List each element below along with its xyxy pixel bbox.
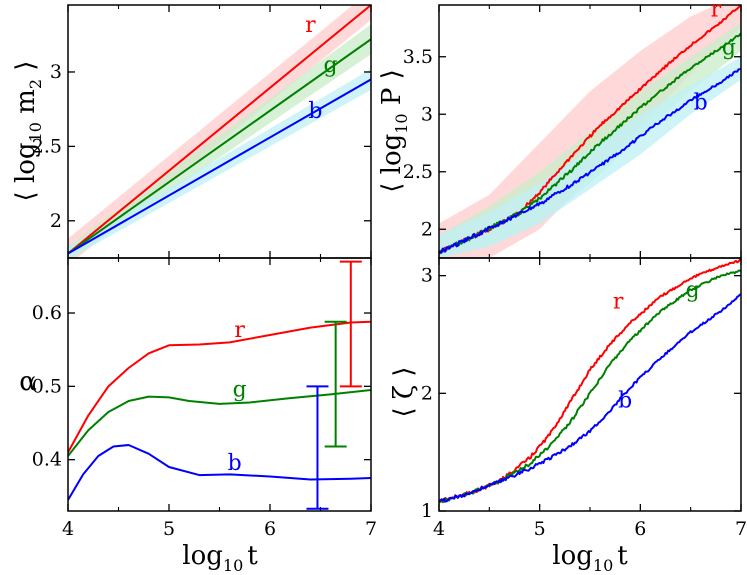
x-tick-label: 5 xyxy=(534,518,546,540)
error-bar-g xyxy=(324,320,347,448)
y-tick-label: 1 xyxy=(421,500,433,522)
series-line-b xyxy=(439,293,741,503)
y-tick-label: 3.5 xyxy=(403,46,433,68)
series-label-b: b xyxy=(618,388,632,413)
panel-top-right: 2 2.5 3 3.5 rg b ⟨ log10 P ⟩ xyxy=(377,0,742,259)
y-axis-label: ⟨ log10 P ⟩ xyxy=(377,69,411,193)
x-tick-label: 7 xyxy=(365,518,377,540)
confidence-band-b xyxy=(439,56,741,258)
y-tick-label: 3 xyxy=(421,103,433,125)
x-axis-label: log10 t xyxy=(182,541,258,575)
series-line-r xyxy=(68,320,371,453)
series-line-g xyxy=(439,269,741,504)
y-axis-label: ⟨ log10 m2 ⟩ xyxy=(11,61,45,202)
y-tick-label: 2.5 xyxy=(32,135,62,157)
series-line-b xyxy=(68,78,371,255)
x-tick-label: 4 xyxy=(62,518,74,540)
series-label-g: g xyxy=(722,35,736,60)
y-tick-label: 0.6 xyxy=(32,302,62,324)
y-tick-label: 2 xyxy=(421,218,433,240)
x-tick-label: 6 xyxy=(264,518,276,540)
series-label-r: r xyxy=(613,290,624,315)
y-tick-label: 2.5 xyxy=(403,161,433,183)
y-tick-label: 2 xyxy=(421,382,433,404)
confidence-band-b xyxy=(68,68,371,258)
y-tick-label: 3 xyxy=(50,61,62,83)
series-line-r xyxy=(439,258,741,503)
series-line-r xyxy=(68,5,371,255)
series-label-b: b xyxy=(308,99,322,124)
panel-top-left: 2 2.5 3 rgb ⟨ log10 m2 ⟩ xyxy=(11,4,372,259)
y-tick-label: 0.5 xyxy=(32,375,62,397)
x-tick-label: 4 xyxy=(433,518,445,540)
error-bar-b xyxy=(306,385,329,510)
y-tick-label: 2 xyxy=(50,210,62,232)
y-axis-label: α xyxy=(19,367,37,397)
series-label-r: r xyxy=(305,13,316,38)
x-tick-label: 7 xyxy=(735,518,747,540)
y-tick-label: 3 xyxy=(421,265,433,287)
series-line-g xyxy=(68,38,371,255)
series-label-b: b xyxy=(694,91,708,116)
series-label-g: g xyxy=(324,53,338,78)
x-axis-label: log10 t xyxy=(552,541,628,575)
series-label-r: r xyxy=(234,318,245,343)
series-label-b: b xyxy=(228,451,242,476)
x-tick-label: 5 xyxy=(163,518,175,540)
plot-frame xyxy=(67,257,372,512)
series-label-r: r xyxy=(711,0,722,23)
series-line-g xyxy=(68,389,371,457)
series-line-b xyxy=(439,68,741,254)
y-axis-label: ⟨ ζ ⟩ xyxy=(389,367,419,418)
series-label-g: g xyxy=(686,278,700,303)
error-bar-r xyxy=(339,260,362,388)
y-tick-label: 0.4 xyxy=(32,449,62,471)
panel-bottom-left: 4 5 6 7 0.4 0.5 0.6 r g b α log10 t xyxy=(19,257,377,575)
x-tick-label: 6 xyxy=(634,518,646,540)
series-line-b xyxy=(68,444,371,501)
panel-bottom-right: 4 5 6 7 1 2 3 r g b ⟨ ζ ⟩ log10 t xyxy=(389,257,747,575)
series-label-g: g xyxy=(233,378,247,403)
